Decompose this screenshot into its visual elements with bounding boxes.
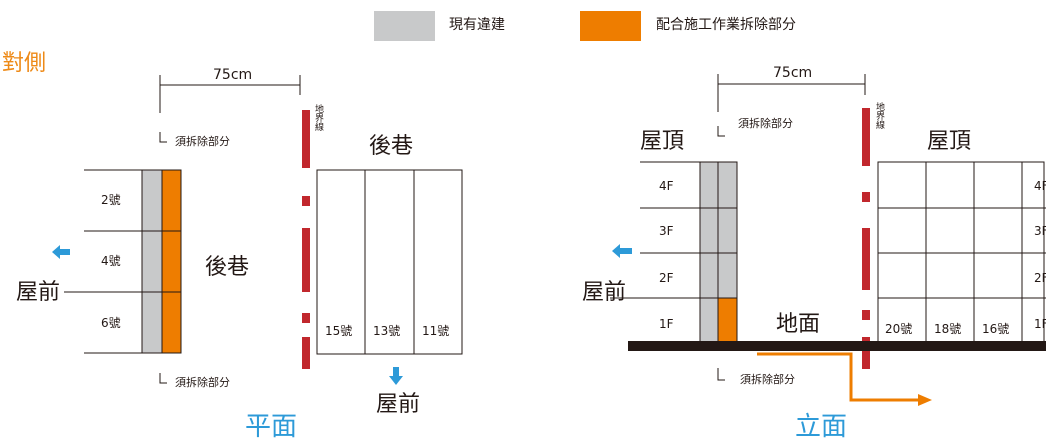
elevation-right-building (877, 161, 1046, 346)
elevation-left-floor: 3F (659, 224, 674, 238)
plan-right-unit: 13號 (373, 324, 401, 338)
plan-front-label-bottom: 屋前 (376, 392, 421, 417)
elevation-boundary-line (862, 108, 870, 369)
elevation-right-floor: 2F (1034, 271, 1046, 285)
arrow-left-icon-elevation (612, 244, 632, 258)
plan-dimension (159, 75, 301, 384)
plan-left-unit: 6號 (101, 316, 121, 330)
elevation-width-label: 75cm (773, 65, 813, 81)
elevation-right-floor: 1F (1034, 317, 1046, 331)
ground-line (628, 341, 1046, 351)
legend-label-demolish: 配合施工作業拆除部分 (656, 17, 796, 33)
elevation-dimension (717, 74, 866, 381)
plan-right-unit: 11號 (422, 324, 450, 338)
elevation-left-building (610, 161, 738, 346)
plan-caption: 平面 (245, 412, 298, 442)
legend-swatch-existing (374, 11, 435, 41)
plan-lane-label-mid: 後巷 (205, 255, 250, 280)
plan-front-label-left: 屋前 (16, 280, 61, 305)
plan-right-building (316, 169, 463, 355)
elevation-boundary-label: 地界線 (874, 102, 884, 129)
plan-width-label: 75cm (213, 67, 253, 83)
arrow-left-icon (52, 245, 70, 259)
elevation-right-unit: 16號 (982, 322, 1010, 336)
legend-label-existing: 現有違建 (449, 17, 505, 33)
elevation-right-floor: 4F (1034, 179, 1046, 193)
plan-demolish-label-bottom: 須拆除部分 (175, 376, 230, 389)
plan-demolish-label-top: 須拆除部分 (175, 135, 230, 148)
elevation-right-floor: 3F (1034, 224, 1046, 238)
plan-lane-label-top: 後巷 (369, 134, 414, 159)
elevation-left-floor: 2F (659, 271, 674, 285)
elevation-front-label: 屋前 (582, 280, 627, 305)
elevation-left-floor: 1F (659, 317, 674, 331)
legend-swatch-demolish (580, 11, 641, 41)
plan-left-unit: 4號 (101, 254, 121, 268)
elevation-demolish-label-top: 須拆除部分 (738, 117, 793, 130)
elevation-roof-right: 屋頂 (927, 129, 972, 154)
elevation-demolish-label-bottom: 須拆除部分 (740, 373, 795, 386)
plan-right-unit: 15號 (325, 324, 353, 338)
plan-boundary-label: 地界線 (313, 104, 323, 131)
debris-route-arrow (757, 352, 932, 406)
elevation-left-floor: 4F (659, 179, 674, 193)
arrow-down-icon (389, 367, 403, 385)
plan-left-building (64, 169, 182, 354)
elevation-ground-label: 地面 (776, 312, 821, 337)
elevation-right-unit: 20號 (885, 322, 913, 336)
elevation-caption: 立面 (795, 412, 848, 442)
plan-side-label: 對側 (2, 51, 47, 76)
plan-boundary-line (302, 110, 310, 369)
plan-left-unit: 2號 (101, 193, 121, 207)
elevation-right-unit: 18號 (934, 322, 962, 336)
elevation-roof-left: 屋頂 (640, 129, 685, 154)
